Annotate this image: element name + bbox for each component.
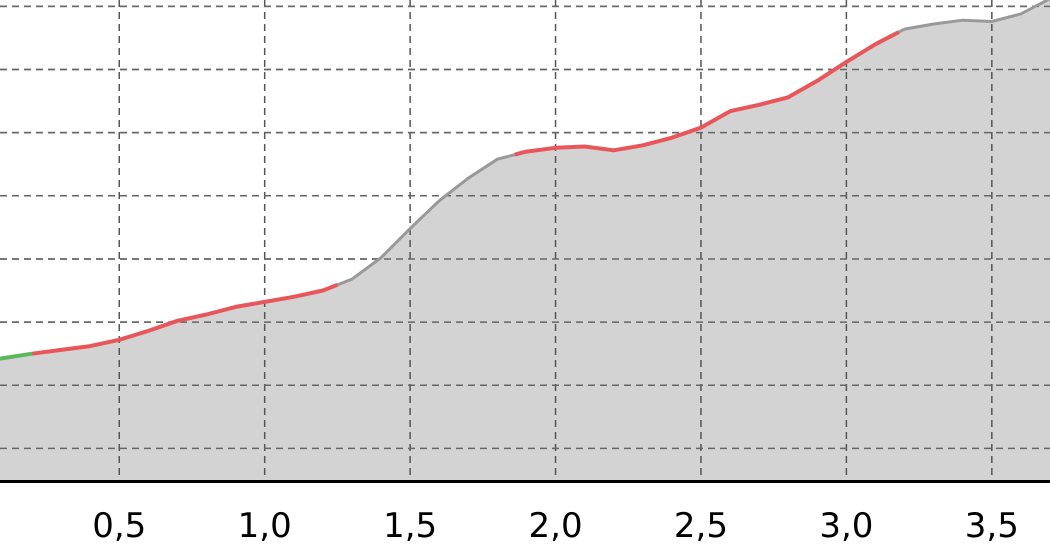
x-tick-label-0: 0,5 bbox=[92, 506, 146, 546]
highlight-segment-2 bbox=[514, 30, 900, 157]
highlight-segment-1 bbox=[31, 282, 339, 356]
vertical-gridlines bbox=[0, 0, 1050, 480]
x-tick-label-1: 1,0 bbox=[238, 506, 292, 546]
x-tick-label-2: 1,5 bbox=[383, 506, 437, 546]
x-tick-labels: 0,5 1,0 1,5 2,0 2,5 3,0 3,5 bbox=[92, 506, 1019, 546]
x-tick-label-5: 3,0 bbox=[819, 506, 873, 546]
profile-area bbox=[0, 0, 1050, 480]
highlight-segment-0 bbox=[0, 351, 33, 361]
x-tick-label-3: 2,0 bbox=[529, 506, 583, 546]
x-tick-label-4: 2,5 bbox=[674, 506, 728, 546]
highlight-segments bbox=[0, 30, 900, 361]
x-tick-label-6: 3,5 bbox=[965, 506, 1019, 546]
